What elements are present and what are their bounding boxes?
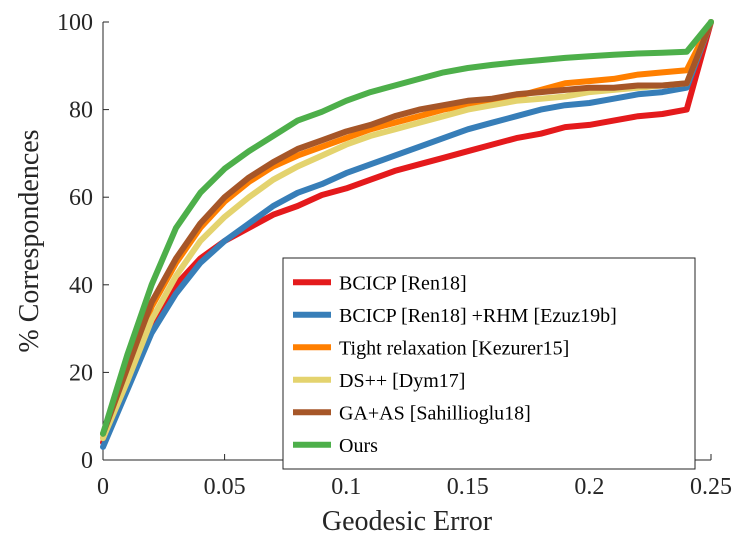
x-tick-label: 0 xyxy=(97,474,109,500)
y-tick-label: 100 xyxy=(57,10,93,36)
y-tick-label: 20 xyxy=(69,360,93,386)
legend-label-1: BCICP [Ren18] xyxy=(339,272,467,294)
legend: BCICP [Ren18] BCICP [Ren18] +RHM [Ezuz19b… xyxy=(282,257,696,470)
x-tick-label: 0.1 xyxy=(331,474,361,500)
series-line-6 xyxy=(100,19,714,437)
x-tick-label: 0.25 xyxy=(690,474,732,500)
legend-label-6: Ours xyxy=(339,435,378,457)
y-tick-label: 0 xyxy=(81,448,93,474)
legend-label-3: Tight relaxation [Kezurer15] xyxy=(339,337,569,359)
series-lines xyxy=(100,19,714,450)
legend-label-2: BCICP [Ren18] +RHM [Ezuz19b] xyxy=(339,305,617,327)
axes: 0 0.05 0.1 0.15 0.2 0.25 0 20 40 60 80 100 xyxy=(57,10,732,500)
x-tick-label: 0.05 xyxy=(204,474,246,500)
y-tick-label: 40 xyxy=(69,273,93,299)
legend-label-5: GA+AS [Sahillioglu18] xyxy=(339,402,531,424)
x-tick-label: 0.15 xyxy=(447,474,489,500)
series-line-2 xyxy=(100,19,714,450)
x-tick-label: 0.2 xyxy=(574,474,604,500)
y-axis-title: % Correspondences xyxy=(14,129,45,352)
y-tick-label: 80 xyxy=(69,98,93,124)
legend-box xyxy=(282,257,696,470)
y-tick-label: 60 xyxy=(69,185,93,211)
x-axis-title: Geodesic Error xyxy=(322,506,493,537)
legend-label-4: DS++ [Dym17] xyxy=(339,370,465,392)
series-line-5 xyxy=(100,19,714,437)
